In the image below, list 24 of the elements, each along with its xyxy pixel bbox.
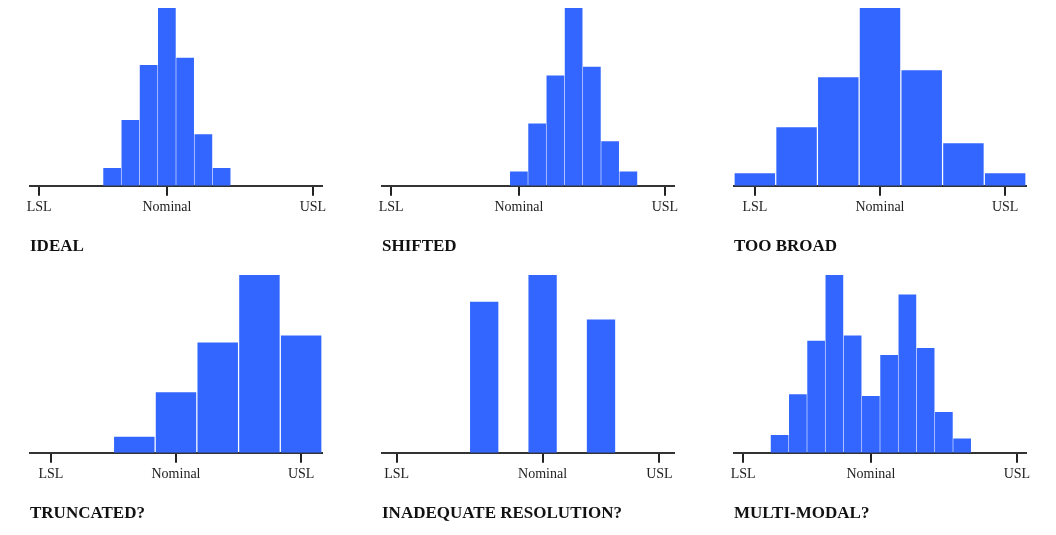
x-tick-label: LSL — [730, 465, 756, 481]
x-tick-label: Nominal — [142, 198, 192, 214]
text: SHIFTED — [382, 236, 457, 256]
x-tick-label: LSL — [26, 198, 52, 214]
x-tick-label: USL — [1003, 465, 1031, 481]
x-tick-label: LSL — [742, 198, 768, 214]
x-tick-label: Nominal — [855, 198, 905, 214]
x-tick-label: LSL — [378, 198, 404, 214]
x-tick-label: USL — [287, 465, 315, 481]
text: IDEAL — [30, 236, 84, 256]
x-tick-label: USL — [651, 198, 679, 214]
x-tick-label: LSL — [38, 465, 64, 481]
text: TOO BROAD — [734, 236, 838, 256]
x-tick-label: USL — [646, 465, 673, 481]
x-tick-label: USL — [299, 198, 327, 214]
text: MULTI-MODAL? — [734, 503, 870, 523]
x-tick-label: USL — [991, 198, 1019, 214]
x-tick-label: Nominal — [846, 465, 896, 481]
x-tick-label: Nominal — [518, 465, 568, 481]
text: INADEQUATE RESOLUTION? — [382, 503, 623, 523]
text: TRUNCATED? — [30, 503, 145, 523]
x-tick-label: Nominal — [494, 198, 544, 214]
x-tick-label: Nominal — [151, 465, 201, 481]
x-tick-label: LSL — [384, 465, 410, 481]
